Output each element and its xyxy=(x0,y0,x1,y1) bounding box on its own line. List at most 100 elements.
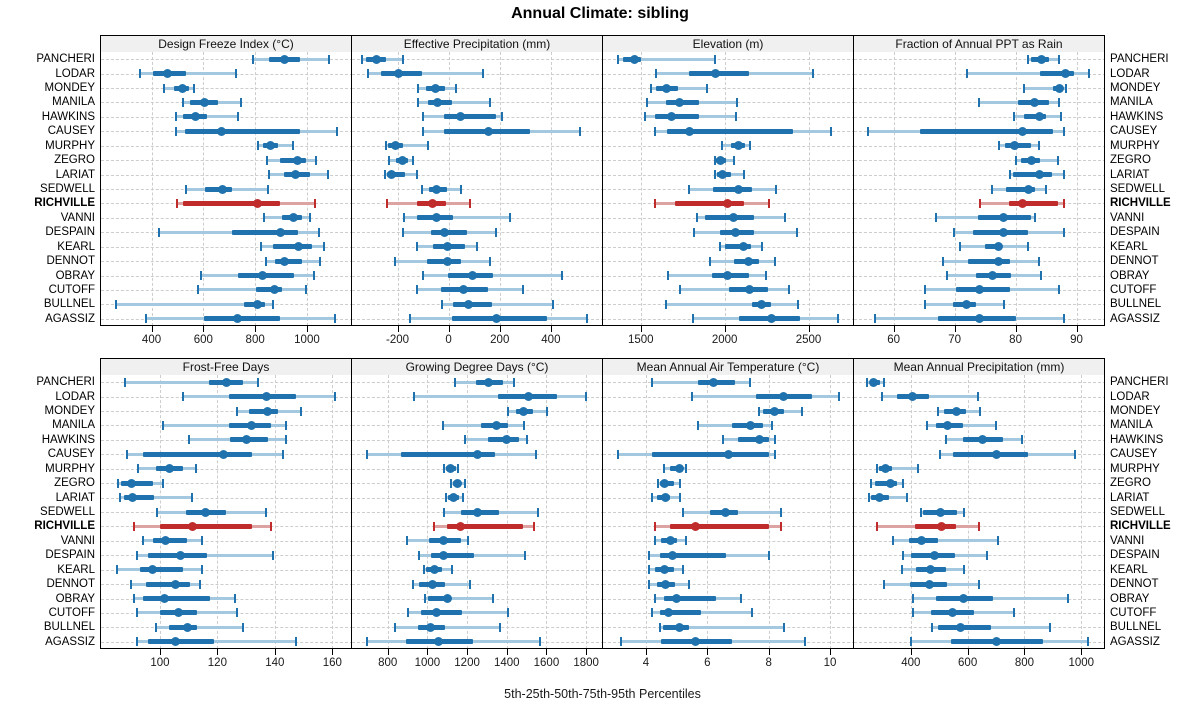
cap-5th xyxy=(697,420,700,430)
cap-95th xyxy=(469,579,472,589)
cap-95th xyxy=(200,565,203,575)
cap-5th xyxy=(133,521,136,531)
cap-95th xyxy=(506,608,509,618)
median-dot xyxy=(745,285,755,295)
axis-tick xyxy=(387,649,389,655)
cap-95th xyxy=(267,184,270,194)
cap-5th xyxy=(942,256,945,266)
cap-5th xyxy=(130,579,133,589)
cap-95th xyxy=(1056,155,1059,165)
axis-tick xyxy=(550,326,552,332)
cap-5th xyxy=(412,392,415,402)
box-25-75 xyxy=(447,523,523,529)
cap-5th xyxy=(135,637,138,647)
median-dot xyxy=(372,54,382,64)
median-dot xyxy=(991,637,1001,647)
cap-5th xyxy=(876,521,879,531)
cap-95th xyxy=(767,550,770,560)
cap-5th xyxy=(708,256,711,266)
box-25-75 xyxy=(914,523,957,529)
gridline xyxy=(101,540,351,542)
cap-95th xyxy=(462,493,465,503)
median-dot xyxy=(994,256,1003,266)
cap-5th xyxy=(617,449,620,459)
whisker-5-95 xyxy=(618,57,716,61)
station-label-left: SEDWELL xyxy=(40,183,95,195)
panel-header-mean-annual-air-temperature-c: Mean Annual Air Temperature (°C) xyxy=(602,358,854,376)
median-dot xyxy=(947,608,957,618)
gridline xyxy=(101,569,351,571)
panel-plot-frost-free-days xyxy=(100,375,352,649)
cap-95th xyxy=(313,271,316,281)
gridline xyxy=(854,88,1104,90)
median-dot xyxy=(874,493,884,503)
box-25-75 xyxy=(145,581,191,587)
box-25-75 xyxy=(275,258,303,264)
cap-5th xyxy=(424,594,427,604)
median-dot xyxy=(171,579,181,589)
cap-95th xyxy=(256,377,259,387)
station-label-left: CUTOFF xyxy=(48,283,95,296)
station-label-right: DESPAIN xyxy=(1110,549,1160,562)
cap-95th xyxy=(313,198,316,208)
axis-tick xyxy=(546,649,548,655)
panel-plot-design-freeze-index-c xyxy=(100,52,352,326)
gridline xyxy=(274,375,276,648)
cap-95th xyxy=(684,536,687,546)
cap-5th xyxy=(386,198,389,208)
cap-5th xyxy=(868,493,871,503)
median-dot xyxy=(432,184,442,194)
median-dot xyxy=(690,637,700,647)
whisker-5-95 xyxy=(882,395,979,399)
cap-95th xyxy=(285,435,288,445)
gridline xyxy=(586,375,588,648)
cap-5th xyxy=(643,112,646,122)
box-25-75 xyxy=(968,258,1011,264)
cap-95th xyxy=(782,622,785,632)
panel-header-growing-degree-days-c: Growing Degree Days (°C) xyxy=(351,358,603,376)
cap-95th xyxy=(237,112,240,122)
axis-tick-label: 4 xyxy=(642,657,650,669)
axis-tick xyxy=(808,326,810,332)
cap-5th xyxy=(692,227,695,237)
cap-95th xyxy=(295,637,298,647)
axis-tick-label: 1200 xyxy=(454,657,480,669)
cap-5th xyxy=(117,478,120,488)
cap-95th xyxy=(801,406,804,416)
cap-95th xyxy=(538,637,541,647)
median-dot xyxy=(279,256,289,266)
median-dot xyxy=(958,594,968,604)
cap-5th xyxy=(156,507,159,517)
cap-5th xyxy=(881,392,884,402)
cap-5th xyxy=(865,377,868,387)
gridline xyxy=(352,468,602,470)
cap-95th xyxy=(512,377,515,387)
cap-5th xyxy=(506,406,509,416)
cap-5th xyxy=(1013,112,1016,122)
station-label-right: ZEGRO xyxy=(1110,154,1151,167)
cap-95th xyxy=(491,594,494,604)
station-label-right: CUTOFF xyxy=(1110,606,1157,619)
cap-95th xyxy=(1049,622,1052,632)
median-dot xyxy=(734,184,744,194)
cap-5th xyxy=(664,299,667,309)
median-dot xyxy=(684,126,694,136)
median-dot xyxy=(218,449,228,459)
median-dot xyxy=(710,69,720,79)
gridline xyxy=(640,52,642,325)
median-dot xyxy=(1034,112,1044,122)
axis-tick-label: 160 xyxy=(322,657,342,669)
cap-95th xyxy=(732,155,735,165)
station-label-left: AGASSIZ xyxy=(45,312,95,325)
axis-tick xyxy=(1015,326,1017,332)
gridline xyxy=(352,189,602,190)
box-25-75 xyxy=(737,437,769,443)
median-dot xyxy=(174,608,184,618)
cap-95th xyxy=(308,213,311,223)
cap-95th xyxy=(979,406,982,416)
gridline xyxy=(854,512,1104,513)
gridline xyxy=(151,52,153,325)
gridline xyxy=(603,569,853,571)
gridline xyxy=(101,59,351,61)
median-dot xyxy=(767,314,777,324)
